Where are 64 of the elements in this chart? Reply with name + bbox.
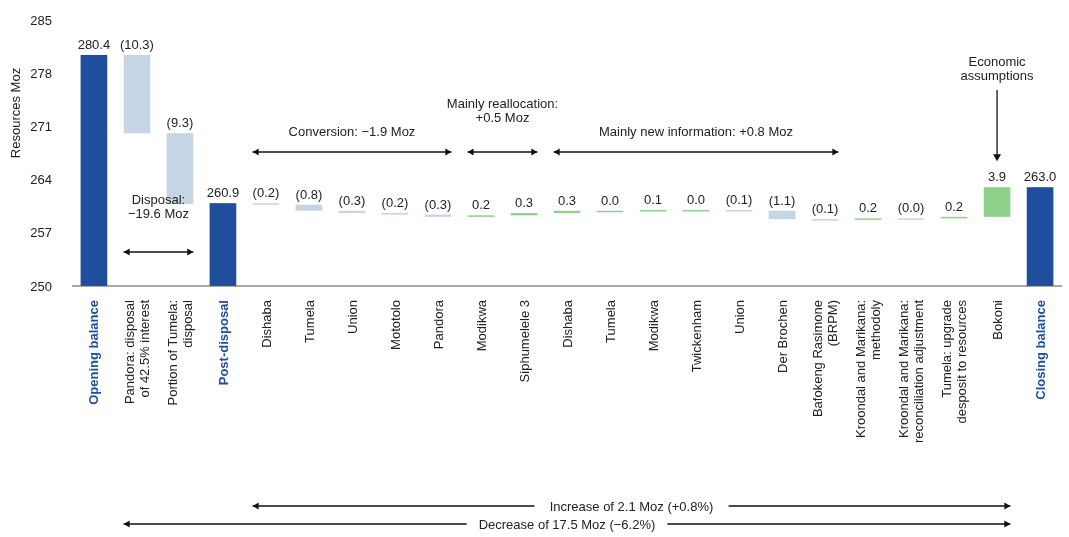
data-label: 0.2 bbox=[859, 200, 878, 216]
data-label: (0.1) bbox=[811, 201, 839, 217]
annotation: Mainly new information: +0.8 Moz bbox=[599, 124, 794, 139]
data-label: (0.2) bbox=[252, 185, 280, 201]
data-label: (0.2) bbox=[381, 195, 409, 211]
data-label: 260.9 bbox=[206, 185, 240, 201]
annotation: Mainly reallocation: +0.5 Moz bbox=[446, 95, 559, 125]
y-tick-label: 278 bbox=[30, 65, 52, 81]
data-label: (0.3) bbox=[338, 192, 366, 208]
y-tick-label: 264 bbox=[30, 172, 52, 188]
bar bbox=[80, 54, 108, 286]
data-label: 0.1 bbox=[643, 192, 663, 207]
bar bbox=[1026, 187, 1054, 286]
x-tick-label: Tumela bbox=[301, 299, 317, 343]
data-label: 0.2 bbox=[471, 197, 491, 213]
x-tick-label: Twickenham bbox=[688, 300, 704, 373]
x-tick-label: Bokoni bbox=[989, 299, 1005, 340]
x-tick-label: Tumela bbox=[602, 299, 618, 343]
x-tick-label: Union bbox=[344, 300, 360, 334]
x-tick-label: Dishaba bbox=[559, 299, 575, 348]
data-label: (0.0) bbox=[897, 200, 925, 216]
y-tick-label: 250 bbox=[30, 278, 52, 294]
data-label: 0.0 bbox=[686, 192, 706, 207]
bar bbox=[209, 203, 237, 286]
data-label: (10.3) bbox=[119, 36, 154, 52]
text: Decrease of 17.5 Moz (−6.2%) bbox=[478, 516, 656, 532]
data-label: 0.2 bbox=[945, 198, 964, 214]
y-tick-label: 257 bbox=[30, 225, 52, 241]
x-tick-label: Pandora: disposal of 42.5% interest bbox=[122, 299, 152, 405]
bar bbox=[768, 210, 796, 220]
x-tick-label: Kroondal and Marikana: methodoly bbox=[853, 299, 883, 439]
annotation: Disposal: −19.6 Moz bbox=[127, 191, 189, 221]
text: Increase of 2.1 Moz (+0.8%) bbox=[549, 498, 714, 514]
x-tick-label: Union bbox=[731, 300, 747, 334]
data-label: (9.3) bbox=[166, 115, 194, 131]
data-label: 0.3 bbox=[514, 195, 534, 211]
x-tick-label: Closing balance bbox=[1032, 300, 1048, 400]
bar bbox=[123, 54, 151, 134]
x-tick-label: Modikwa bbox=[645, 299, 661, 352]
data-label: 280.4 bbox=[77, 36, 111, 52]
data-label: (0.1) bbox=[725, 192, 753, 207]
x-tick-label: Modikwa bbox=[473, 299, 489, 352]
data-label: 0.3 bbox=[557, 192, 577, 208]
x-tick-label: Opening balance bbox=[86, 300, 102, 405]
annotation: Conversion: −1.9 Moz bbox=[288, 124, 416, 139]
bar bbox=[295, 204, 323, 211]
data-label: (0.3) bbox=[424, 196, 452, 212]
data-label: 3.9 bbox=[988, 169, 1007, 185]
x-tick-label: Siphumelele 3 bbox=[516, 300, 532, 383]
data-label: (0.8) bbox=[295, 186, 323, 202]
data-label: 0.0 bbox=[600, 192, 620, 208]
data-label: (1.1) bbox=[768, 192, 796, 208]
x-tick-label: Post-disposal bbox=[215, 300, 231, 386]
x-tick-label: Mototolo bbox=[387, 300, 403, 350]
y-tick-label: 271 bbox=[30, 118, 52, 134]
x-tick-label: Dishaba bbox=[258, 299, 274, 348]
data-label: 263.0 bbox=[1023, 169, 1057, 185]
y-axis-title: Resources Moz bbox=[8, 67, 23, 159]
annotation: Economic assumptions bbox=[960, 53, 1035, 83]
x-tick-label: Bafokeng Rasimone (BRPM) bbox=[810, 300, 840, 418]
x-tick-label: Der Brochen bbox=[774, 300, 790, 373]
y-tick-label: 285 bbox=[30, 12, 52, 28]
bar bbox=[983, 187, 1011, 217]
x-tick-label: Pandora bbox=[430, 299, 446, 350]
